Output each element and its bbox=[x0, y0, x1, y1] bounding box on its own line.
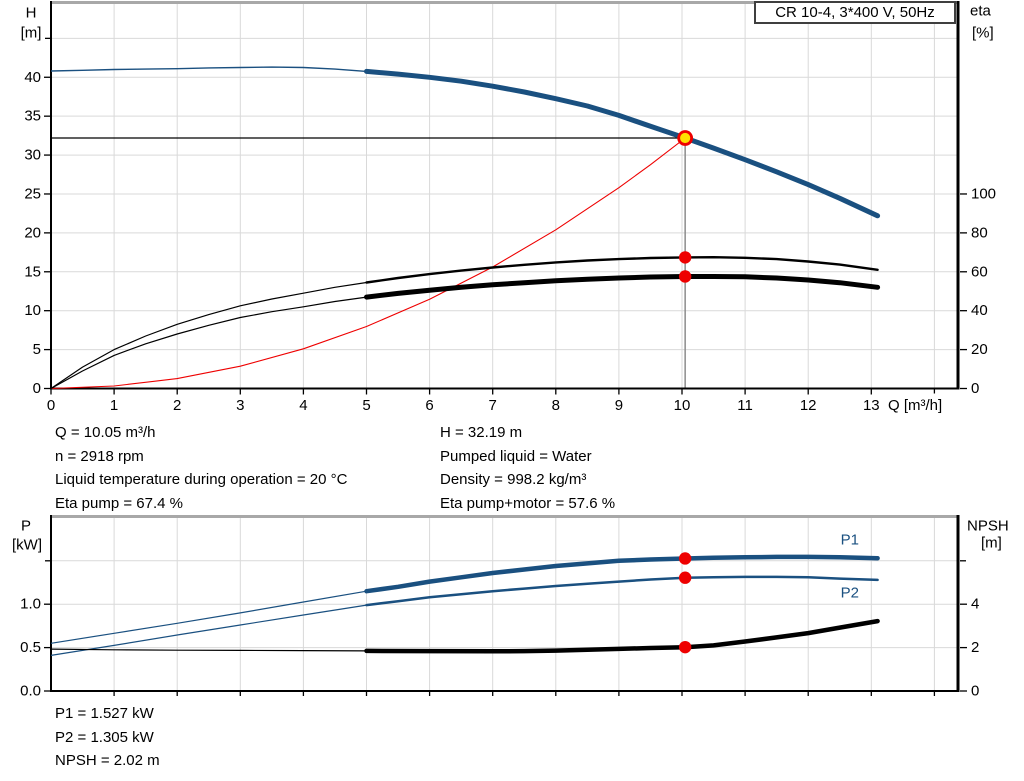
axes bbox=[50, 515, 960, 692]
p1-curve bbox=[364, 554, 880, 594]
x-tick-label: 12 bbox=[800, 397, 817, 414]
y-right-tick-label: 20 bbox=[971, 341, 988, 358]
y-right-axis-title: eta bbox=[970, 3, 992, 20]
y-left-tick-label: 35 bbox=[24, 108, 41, 125]
stat-line: n = 2918 rpm bbox=[55, 447, 144, 465]
axis-tick-labels: 0.0 0.5 1.0 0 2 4 P [kW] NPSH[m] bbox=[12, 518, 1009, 700]
duty-point-marker[interactable] bbox=[677, 130, 694, 146]
axis-ticks bbox=[44, 560, 967, 696]
x-tick-label: 6 bbox=[425, 397, 433, 414]
p2-curve bbox=[365, 575, 879, 607]
stat-line: H = 32.19 m bbox=[440, 424, 523, 441]
y-right-tick-label: 2 bbox=[971, 639, 979, 656]
operating-point-dot bbox=[678, 640, 692, 654]
x-tick-label: 4 bbox=[299, 397, 307, 414]
axes bbox=[50, 1, 960, 390]
y-left-axis-unit: [kW] bbox=[12, 537, 42, 554]
y-left-tick-label: 0 bbox=[33, 380, 41, 397]
stat-line: Density = 998.2 kg/m³ bbox=[440, 471, 587, 488]
y-left-tick-label: 1.0 bbox=[20, 596, 41, 613]
eta-pump-curve bbox=[365, 256, 879, 284]
y-left-tick-label: 20 bbox=[24, 224, 41, 241]
eta-pump-motor-curve-thin-segment bbox=[50, 296, 367, 390]
y-right-axis-title: NPSH bbox=[967, 518, 1009, 535]
gridlines bbox=[51, 518, 958, 691]
y-right-tick-label: 0 bbox=[971, 683, 979, 700]
axis-ticks bbox=[44, 37, 967, 395]
y-left-axis-title: H bbox=[26, 5, 37, 22]
eta-pump-curve-thin-segment bbox=[50, 281, 367, 389]
x-axis-unit-label: Q [m³/h] bbox=[888, 397, 942, 414]
x-tick-label: 13 bbox=[863, 397, 880, 414]
qh-curve-thin-segment bbox=[50, 66, 367, 73]
pump-type-label: CR 10-4, 3*400 V, 50Hz bbox=[775, 4, 935, 21]
operating-point-dot bbox=[678, 571, 692, 584]
qh-curve bbox=[364, 68, 881, 219]
x-tick-label: 1 bbox=[110, 397, 118, 414]
stat-line: P2 = 1.305 kW bbox=[55, 728, 154, 746]
series-label-p2: P2 bbox=[841, 584, 859, 601]
stat-line: P1 = 1.527 kW bbox=[55, 705, 154, 722]
stat-line: Q = 10.05 m³/h bbox=[55, 424, 156, 441]
series-label-p1: P1 bbox=[841, 531, 859, 548]
y-right-tick-label: 4 bbox=[971, 596, 979, 613]
duty-stats-left-column: Q = 10.05 m³/h n = 2918 rpm Liquid tempera… bbox=[55, 421, 347, 515]
y-left-tick-label: 0.5 bbox=[20, 639, 41, 656]
pump-type-box: CR 10-4, 3*400 V, 50Hz bbox=[754, 1, 956, 24]
x-tick-label: 7 bbox=[489, 397, 497, 414]
x-tick-label: 5 bbox=[362, 397, 370, 414]
stat-line: Eta pump+motor = 57.6 % bbox=[440, 494, 616, 512]
stat-line: Pumped liquid = Water bbox=[440, 447, 592, 465]
axis-tick-labels: 0 1 2 3 4 5 6 7 8 9 10 11 12 13 Q [m³/h]05101520253035… bbox=[21, 3, 996, 415]
y-right-tick-label: 0 bbox=[971, 380, 979, 397]
operating-point-dot bbox=[678, 552, 692, 565]
x-tick-label: 11 bbox=[737, 397, 753, 414]
y-left-tick-label: 5 bbox=[33, 341, 41, 358]
y-right-tick-label: 100 bbox=[971, 185, 996, 202]
gridlines bbox=[51, 4, 958, 389]
y-right-tick-label: 40 bbox=[971, 302, 988, 319]
operating-point-dot bbox=[678, 270, 692, 283]
y-left-tick-label: 15 bbox=[24, 263, 41, 280]
system-curve-thin-segment bbox=[50, 137, 686, 390]
stat-line: Liquid temperature during operation = 20… bbox=[55, 471, 348, 488]
npsh-curve-thin-segment bbox=[50, 648, 367, 652]
y-right-tick-label: 80 bbox=[971, 224, 988, 241]
x-tick-label: 8 bbox=[552, 397, 560, 414]
y-left-tick-label: 0.0 bbox=[20, 683, 41, 700]
y-right-tick-label: 60 bbox=[971, 263, 988, 280]
y-right-axis-unit: [%] bbox=[972, 25, 994, 42]
x-tick-label: 2 bbox=[173, 397, 181, 414]
y-left-axis-title: P bbox=[21, 518, 31, 535]
power-npsh-chart: 0.0 0.5 1.0 0 2 4 P [kW] NPSH[m] P1 P2 bbox=[12, 515, 1009, 700]
x-tick-label: 0 bbox=[47, 397, 55, 414]
npsh-curve bbox=[364, 618, 880, 654]
stat-line: Eta pump = 67.4 % bbox=[55, 494, 183, 512]
qh-chart: 0 1 2 3 4 5 6 7 8 9 10 11 12 13 Q [m³/h]05101520253035… bbox=[21, 1, 996, 414]
operating-point-dot bbox=[678, 251, 692, 264]
y-left-axis-unit: [m] bbox=[21, 25, 42, 42]
duty-stats-right-column: H = 32.19 m Pumped liquid = Water Density … bbox=[440, 421, 615, 515]
x-tick-label: 9 bbox=[615, 397, 623, 414]
y-left-tick-label: 30 bbox=[24, 147, 41, 164]
y-right-axis-unit: [m] bbox=[981, 535, 1002, 552]
stat-line: NPSH = 2.02 m bbox=[55, 752, 160, 769]
eta-pump-motor-curve bbox=[364, 274, 881, 300]
power-npsh-stats: P1 = 1.527 kW P2 = 1.305 kW NPSH = 2.02 m bbox=[55, 702, 160, 773]
y-left-tick-label: 25 bbox=[24, 185, 41, 202]
y-left-tick-label: 10 bbox=[24, 302, 41, 319]
p2-curve-thin-segment bbox=[50, 604, 367, 656]
x-tick-label: 3 bbox=[236, 397, 244, 414]
p1-curve-thin-segment bbox=[50, 590, 367, 644]
x-tick-label: 10 bbox=[674, 397, 691, 414]
y-left-tick-label: 40 bbox=[24, 69, 41, 86]
